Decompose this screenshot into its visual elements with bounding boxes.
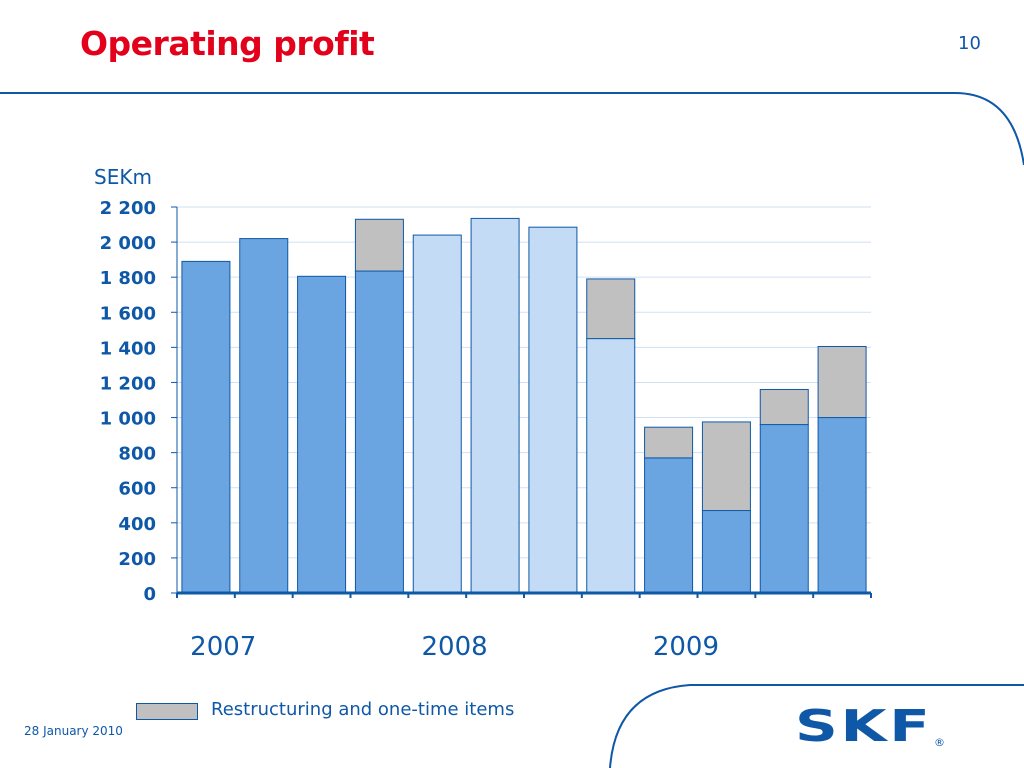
slide-date: 28 January 2010 — [24, 724, 123, 738]
year-label: 2009 — [653, 632, 719, 662]
header-divider-line — [0, 92, 1024, 166]
bar-operating-profit — [528, 226, 578, 594]
legend-label-restructuring: Restructuring and one-time items — [211, 699, 515, 720]
y-tick-label: 200 — [118, 549, 156, 570]
year-label: 2008 — [422, 632, 488, 662]
bar-operating-profit — [181, 260, 231, 594]
y-tick-label: 2 200 — [100, 198, 156, 219]
bar-operating-profit — [701, 510, 751, 594]
bar-restructuring — [644, 426, 694, 459]
bar-operating-profit — [239, 238, 289, 594]
y-tick-label: 1 400 — [100, 338, 156, 359]
y-axis-label: SEKm — [94, 165, 152, 189]
y-tick-label: 1 800 — [100, 268, 156, 289]
y-tick-label: 0 — [143, 584, 156, 605]
y-tick-label: 600 — [118, 479, 156, 500]
page-number: 10 — [958, 33, 981, 54]
bar-operating-profit — [412, 234, 462, 594]
bar-operating-profit — [354, 270, 404, 594]
bar-restructuring — [354, 218, 404, 272]
bar-operating-profit — [644, 457, 694, 594]
bar-restructuring — [817, 345, 867, 419]
bar-operating-profit — [470, 217, 520, 594]
y-tick-label: 1 200 — [100, 373, 156, 394]
y-tick-label: 1 000 — [100, 409, 156, 430]
bar-operating-profit — [759, 424, 809, 594]
skf-logo: SKF — [795, 701, 933, 752]
bar-operating-profit — [586, 338, 636, 594]
y-tick-label: 1 600 — [100, 303, 156, 324]
bar-operating-profit — [817, 417, 867, 594]
bar-operating-profit — [297, 275, 347, 594]
footer-divider-line — [609, 684, 1024, 768]
year-label: 2007 — [190, 632, 256, 662]
y-tick-label: 800 — [118, 444, 156, 465]
bar-restructuring — [759, 388, 809, 426]
registered-mark: ® — [934, 736, 945, 749]
bar-restructuring — [586, 278, 636, 340]
bar-restructuring — [701, 421, 751, 512]
slide-title: Operating profit — [80, 24, 375, 63]
y-tick-label: 2 000 — [100, 233, 156, 254]
y-tick-label: 400 — [118, 514, 156, 535]
legend-swatch-restructuring — [136, 703, 198, 720]
